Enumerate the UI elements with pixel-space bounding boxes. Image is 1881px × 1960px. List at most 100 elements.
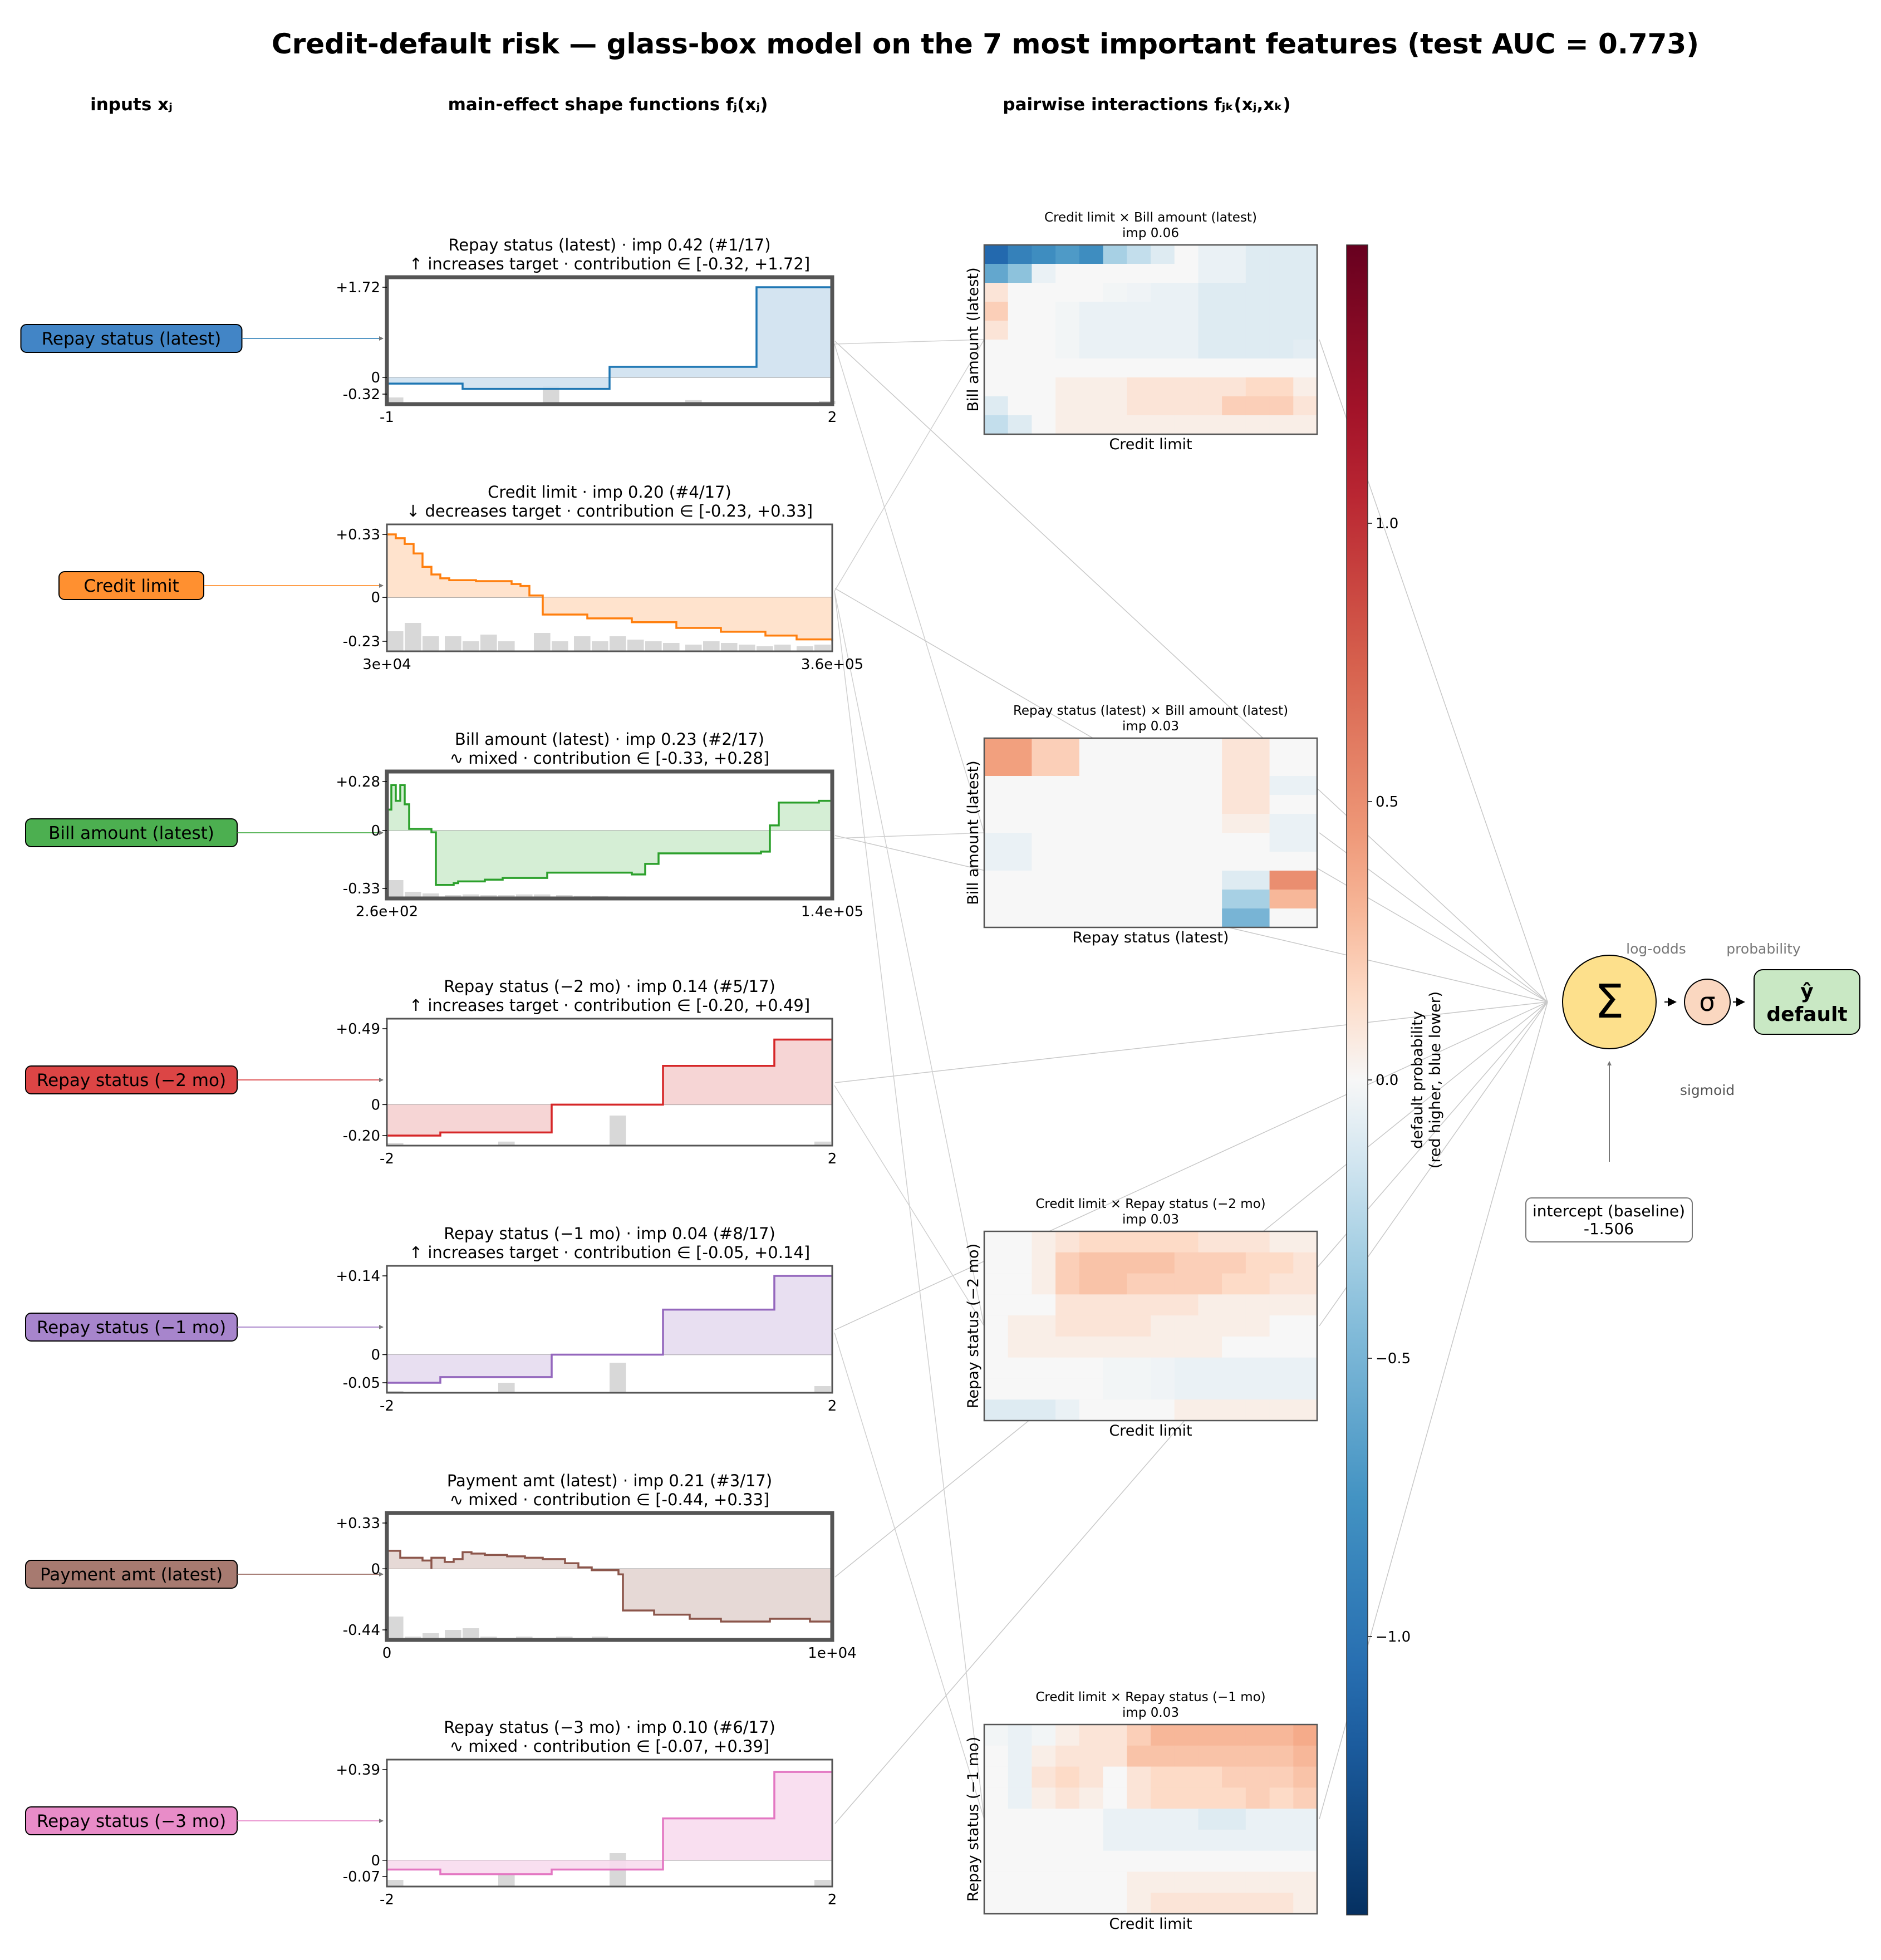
heatmap-cell bbox=[1127, 396, 1151, 416]
heatmap-cell bbox=[1222, 1745, 1246, 1767]
histogram-bar bbox=[552, 641, 568, 651]
heatmap-cell bbox=[1174, 1273, 1199, 1295]
heatmap-cell bbox=[1174, 1315, 1199, 1337]
y-tick-label: +0.33 bbox=[336, 527, 380, 543]
heatmap-cell bbox=[1198, 1829, 1222, 1851]
heatmap-cell bbox=[1127, 757, 1175, 777]
histogram-bar bbox=[797, 646, 813, 651]
heatmap-cell bbox=[984, 1273, 1009, 1295]
heatmap-cell bbox=[1079, 1871, 1104, 1893]
heatmap-cell bbox=[1245, 1294, 1270, 1316]
heatmap-cell bbox=[1103, 245, 1127, 264]
heatmap-cell bbox=[1127, 1745, 1151, 1767]
heatmap-cell bbox=[1269, 757, 1318, 777]
heatmap-cell bbox=[1293, 415, 1318, 435]
heatmap-cell bbox=[1008, 264, 1033, 283]
heatmap-cell bbox=[1008, 1315, 1033, 1337]
y-tick-label: -0.44 bbox=[343, 1622, 380, 1639]
colorbar-tick-label: 1.0 bbox=[1376, 515, 1398, 532]
heatmap-cell bbox=[1127, 358, 1151, 378]
feature-row-2: Credit limit Credit limit · imp 0.20 (#4/… bbox=[58, 483, 863, 673]
heatmap-cell bbox=[1222, 814, 1270, 833]
heatmap-cell bbox=[1269, 321, 1294, 340]
heatmap-cell bbox=[1269, 358, 1294, 378]
heatmap-cell bbox=[1127, 340, 1151, 359]
heatmap-1: Credit limit × Bill amount (latest)imp 0… bbox=[965, 210, 1318, 453]
heatmap-cell bbox=[1103, 1766, 1127, 1788]
heatmap-cell bbox=[1151, 321, 1175, 340]
heatmap-cell bbox=[1293, 1336, 1318, 1358]
heatmap-cell bbox=[1174, 1766, 1199, 1788]
heatmap-cell bbox=[1245, 415, 1270, 435]
heatmap-cell bbox=[1103, 1357, 1127, 1379]
heatmap-cell bbox=[1245, 1357, 1270, 1379]
heatmap-cell bbox=[1127, 283, 1151, 302]
heatmap-cell bbox=[984, 340, 1009, 359]
heatmap-cell bbox=[1032, 795, 1080, 814]
feature-to-interaction-line bbox=[834, 832, 985, 839]
heatmap-cell bbox=[1127, 814, 1175, 833]
heatmap-cell bbox=[1245, 1829, 1270, 1851]
histogram-bar bbox=[445, 636, 461, 651]
input-label: Payment amt (latest) bbox=[40, 1565, 223, 1585]
heatmap-cell bbox=[1079, 1809, 1104, 1830]
heatmap-cell bbox=[1008, 1745, 1033, 1767]
heatmap-cell bbox=[1174, 776, 1222, 795]
heatmap-cell bbox=[1032, 776, 1080, 795]
heatmap-cell bbox=[1103, 321, 1127, 340]
heatmap-cell bbox=[984, 1294, 1009, 1316]
heatmap-cell bbox=[1174, 1829, 1199, 1851]
heatmap-cell bbox=[1174, 833, 1222, 852]
heatmap-cell bbox=[1245, 1871, 1270, 1893]
intercept-box bbox=[1525, 1197, 1693, 1242]
shape-line bbox=[387, 1771, 832, 1875]
heatmap-cell bbox=[1079, 1252, 1104, 1274]
heatmap-ylabel: Repay status (−2 mo) bbox=[965, 1244, 982, 1408]
heatmap-cell bbox=[1269, 302, 1294, 321]
histogram-bar bbox=[387, 1617, 404, 1640]
heatmap-cell bbox=[1079, 1231, 1104, 1253]
histogram-bar bbox=[610, 1363, 626, 1393]
heatmap-cell bbox=[1055, 1378, 1080, 1400]
heatmap-cell bbox=[1293, 302, 1318, 321]
heatmap-cell bbox=[1222, 833, 1270, 852]
heatmap-cell bbox=[984, 795, 1033, 814]
histogram-bar bbox=[534, 633, 551, 651]
heatmap-cell bbox=[1055, 264, 1080, 283]
heatmap-cell bbox=[1079, 852, 1127, 871]
heatmap-cell bbox=[1079, 321, 1104, 340]
feature-row-1: Repay status (latest) Repay status (lates… bbox=[20, 235, 837, 426]
heatmap-cell bbox=[1269, 1766, 1294, 1788]
heatmap-cell bbox=[1222, 1766, 1246, 1788]
heatmap-cell bbox=[984, 1766, 1009, 1788]
heatmap-cell bbox=[1293, 245, 1318, 264]
heatmap-cell bbox=[984, 890, 1033, 909]
heatmap-cell bbox=[1103, 1871, 1127, 1893]
y-tick-label: 0 bbox=[371, 1561, 380, 1578]
heatmap-cell bbox=[1222, 1893, 1246, 1914]
heatmap-cell bbox=[1079, 1294, 1104, 1316]
shape-title: Payment amt (latest) · imp 0.21 (#3/17) bbox=[447, 1471, 772, 1490]
heatmap-cell bbox=[1222, 415, 1246, 435]
heatmap-cell bbox=[1079, 1336, 1104, 1358]
heatmap-cell bbox=[1032, 1315, 1056, 1337]
heatmap-cell bbox=[1174, 415, 1199, 435]
heatmap-cell bbox=[1151, 1399, 1175, 1421]
heatmap-cell bbox=[1103, 302, 1127, 321]
heatmap-cell bbox=[1293, 1871, 1318, 1893]
y-tick-label: -0.20 bbox=[343, 1128, 380, 1144]
histogram-bar bbox=[463, 1628, 479, 1640]
heatmap-cell bbox=[1245, 1809, 1270, 1830]
histogram-bar bbox=[498, 641, 515, 651]
heatmap-importance: imp 0.03 bbox=[1122, 1706, 1179, 1720]
heatmap-xlabel: Credit limit bbox=[1109, 1915, 1192, 1933]
shape-title: Repay status (−1 mo) · imp 0.04 (#8/17) bbox=[444, 1224, 775, 1243]
heatmap-cell bbox=[1245, 1766, 1270, 1788]
heatmap-cell bbox=[1198, 1745, 1222, 1767]
heatmap-cell bbox=[1127, 1850, 1151, 1873]
heatmap-cell bbox=[1174, 738, 1222, 758]
heatmap-cell bbox=[1055, 1829, 1080, 1851]
heatmap-cell bbox=[1174, 1252, 1199, 1274]
heatmap-cell bbox=[1103, 1829, 1127, 1851]
